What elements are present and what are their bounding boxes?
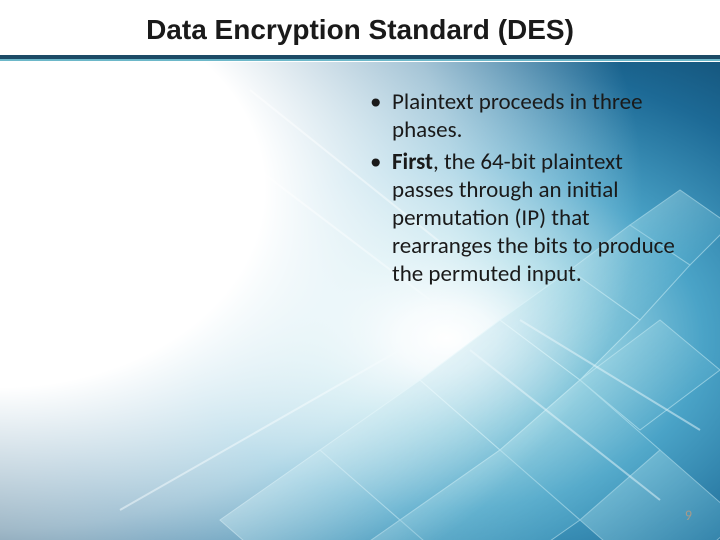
page-number: 9 <box>685 507 692 524</box>
bullet-text: , the 64-bit plaintext passes through an… <box>392 148 675 288</box>
bullet-item: Plaintext proceeds in three phases. <box>366 88 686 144</box>
bullet-item: First, the 64-bit plaintext passes throu… <box>366 148 686 288</box>
bullet-bold: First <box>392 148 433 176</box>
title-underline <box>0 55 720 61</box>
bullet-text: Plaintext proceeds in three phases. <box>392 88 643 144</box>
bullet-list: Plaintext proceeds in three phases. Firs… <box>366 88 686 292</box>
rule-light <box>0 59 720 61</box>
slide-title: Data Encryption Standard (DES) <box>0 14 720 46</box>
